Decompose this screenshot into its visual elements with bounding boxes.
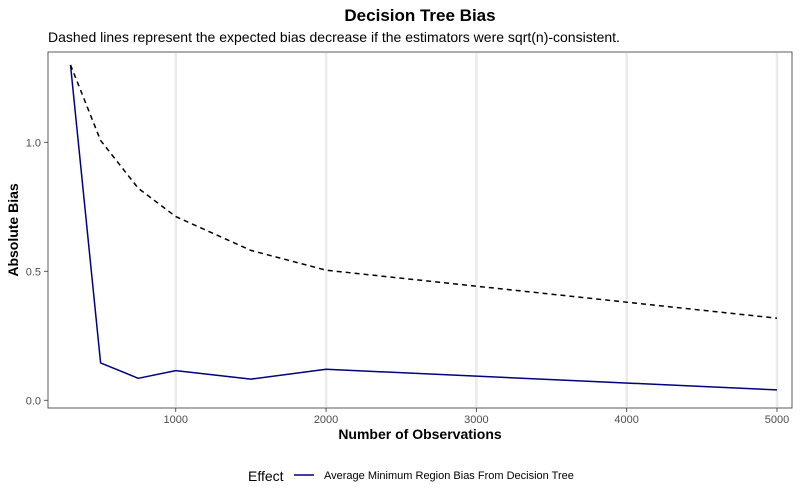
expected-bias-dashed-line xyxy=(69,64,778,319)
x-tick-label: 1000 xyxy=(164,414,188,426)
y-tick-label: 1.0 xyxy=(26,137,41,149)
y-tick-label: 0.5 xyxy=(26,266,41,278)
y-tick-label: 0.0 xyxy=(26,395,41,407)
x-axis-title: Number of Observations xyxy=(338,426,502,442)
x-tick-label: 3000 xyxy=(464,414,488,426)
series-group xyxy=(69,64,778,391)
decision-tree-bias-line xyxy=(69,64,778,391)
chart-subtitle: Dashed lines represent the expected bias… xyxy=(48,29,620,45)
legend-title: Effect xyxy=(248,468,284,484)
legend: Effect Average Minimum Region Bias From … xyxy=(248,468,574,484)
y-axis-title: Absolute Bias xyxy=(5,183,21,277)
plot-panel xyxy=(47,51,793,409)
legend-label: Average Minimum Region Bias From Decisio… xyxy=(324,470,574,482)
x-tick-label: 2000 xyxy=(314,414,338,426)
chart-title: Decision Tree Bias xyxy=(344,6,495,25)
x-tick-label: 5000 xyxy=(765,414,789,426)
axis-ticks: 1000 2000 3000 4000 5000 0.0 0.5 1.0 xyxy=(26,137,790,426)
grid-lines xyxy=(174,53,779,407)
x-tick-label: 4000 xyxy=(614,414,638,426)
